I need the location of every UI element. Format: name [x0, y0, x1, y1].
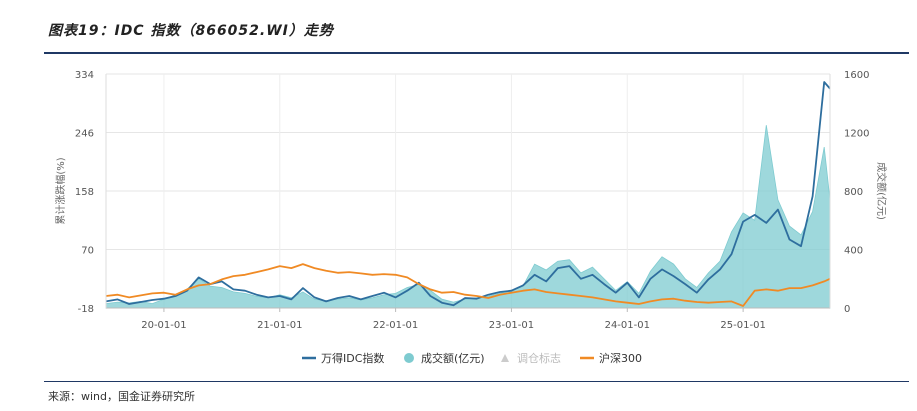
- chart-svg: -18 70 158 246 334 0 400 800 1200 1600 20-01-01 21-…: [54, 70, 888, 365]
- y-left-tick-label: -18: [78, 304, 94, 315]
- area-layer: [105, 125, 831, 309]
- x-tick-label: 24-01-01: [605, 320, 650, 331]
- y-right-tick-label: 1200: [844, 129, 869, 140]
- legend-label: 万得IDC指数: [321, 351, 384, 365]
- line-layer: [105, 81, 831, 307]
- y-left-tick-label: 246: [75, 129, 94, 140]
- y-left-axis-title: 累计涨跌幅(%): [54, 157, 67, 224]
- series-line-csi300: [105, 263, 831, 307]
- y-right-tick-label: 400: [844, 246, 863, 257]
- y-right-tick-label: 1600: [844, 70, 869, 81]
- legend-layer: 万得IDC指数 成交额(亿元) 调仓标志 沪深300: [302, 351, 642, 365]
- y-left-tick-label: 70: [81, 246, 94, 257]
- legend-swatch-triangle: [501, 354, 509, 362]
- y-right-tick-label: 800: [844, 187, 863, 198]
- x-tick-label: 22-01-01: [373, 320, 418, 331]
- y-right-axis-title: 成交额(亿元): [875, 162, 888, 220]
- x-tick-label: 25-01-01: [720, 320, 765, 331]
- bottom-rule: [44, 381, 909, 382]
- source-note: 来源：wind，国金证券研究所: [48, 390, 196, 403]
- legend-swatch-circle: [404, 353, 414, 363]
- top-rule: [44, 52, 909, 54]
- legend-label: 沪深300: [599, 351, 642, 365]
- x-tick-label: 20-01-01: [141, 320, 186, 331]
- x-tick-label: 23-01-01: [489, 320, 534, 331]
- y-right-tick-label: 0: [844, 304, 850, 315]
- y-left-tick-label: 158: [75, 187, 94, 198]
- legend-label: 成交额(亿元): [421, 351, 485, 365]
- chart-title: 图表19：IDC 指数（866052.WI）走势: [48, 23, 334, 39]
- x-tick-label: 21-01-01: [257, 320, 302, 331]
- legend-label: 调仓标志: [517, 351, 561, 365]
- series-area-turnover: [105, 125, 831, 309]
- axes-layer: -18 70 158 246 334 0 400 800 1200 1600 20-01-01 21-…: [54, 70, 888, 331]
- series-line-idc-index: [105, 81, 831, 307]
- y-left-tick-label: 334: [75, 70, 94, 81]
